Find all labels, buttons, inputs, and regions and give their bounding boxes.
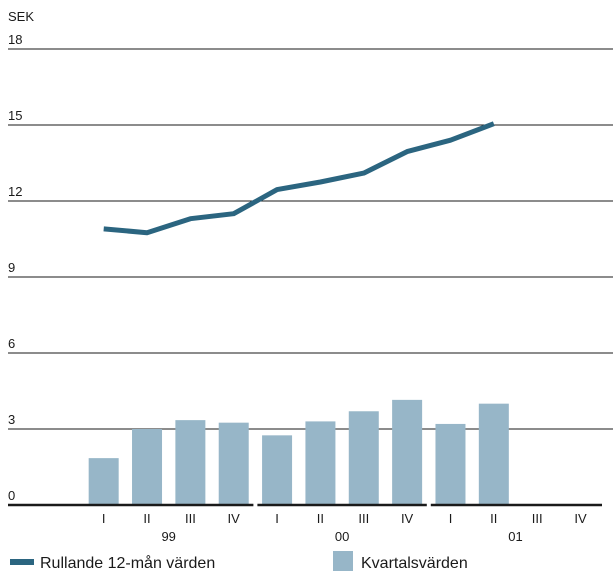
y-tick-label: 6	[8, 336, 15, 351]
line-rullande-12-man	[103, 121, 495, 236]
bar-9	[435, 423, 466, 505]
y-tick-label: 12	[8, 184, 22, 199]
year-label: 00	[335, 529, 349, 544]
legend-line-label: Rullande 12-mån värden	[40, 554, 215, 571]
bar-8	[392, 399, 423, 505]
bar-7	[348, 411, 379, 505]
x-tick-label: I	[102, 511, 106, 526]
legend-line-swatch	[10, 559, 34, 565]
y-tick-label: 15	[8, 108, 22, 123]
x-axis: 99 00 01I II III IV I II III IV I II III IV	[8, 503, 602, 544]
x-tick-label: IV	[574, 511, 587, 526]
x-tick-label: III	[358, 511, 369, 526]
legend-bar-label: Kvartalsvärden	[361, 555, 468, 571]
y-tick-label: 3	[8, 412, 15, 427]
bar-10	[478, 403, 509, 505]
y-tick-label: 9	[8, 260, 15, 275]
year-label: 01	[508, 529, 522, 544]
x-tick-label: I	[449, 511, 453, 526]
y-tick-label: 18	[8, 32, 22, 47]
year-label: 99	[161, 529, 175, 544]
grid-layer: 0 3 6 9 12 15 18	[8, 32, 613, 503]
x-tick-label: II	[490, 511, 497, 526]
x-tick-label: I	[275, 511, 279, 526]
bar-6	[305, 421, 336, 505]
bar-1	[88, 458, 119, 505]
x-tick-label: III	[185, 511, 196, 526]
bar-layer	[88, 399, 509, 505]
line-layer	[103, 121, 495, 236]
bar-2	[132, 429, 163, 505]
legend: Rullande 12-mån värden Kvartalsvärden	[10, 551, 468, 571]
x-tick-label: III	[532, 511, 543, 526]
x-tick-label: IV	[228, 511, 241, 526]
y-tick-label: 0	[8, 488, 15, 503]
bar-4	[218, 422, 249, 505]
unit-label: SEK	[8, 9, 34, 24]
x-tick-label: II	[317, 511, 324, 526]
bar-3	[175, 420, 206, 505]
x-tick-label: IV	[401, 511, 414, 526]
bar-5	[262, 435, 293, 505]
legend-bar-swatch	[333, 551, 353, 571]
x-tick-label: II	[143, 511, 150, 526]
